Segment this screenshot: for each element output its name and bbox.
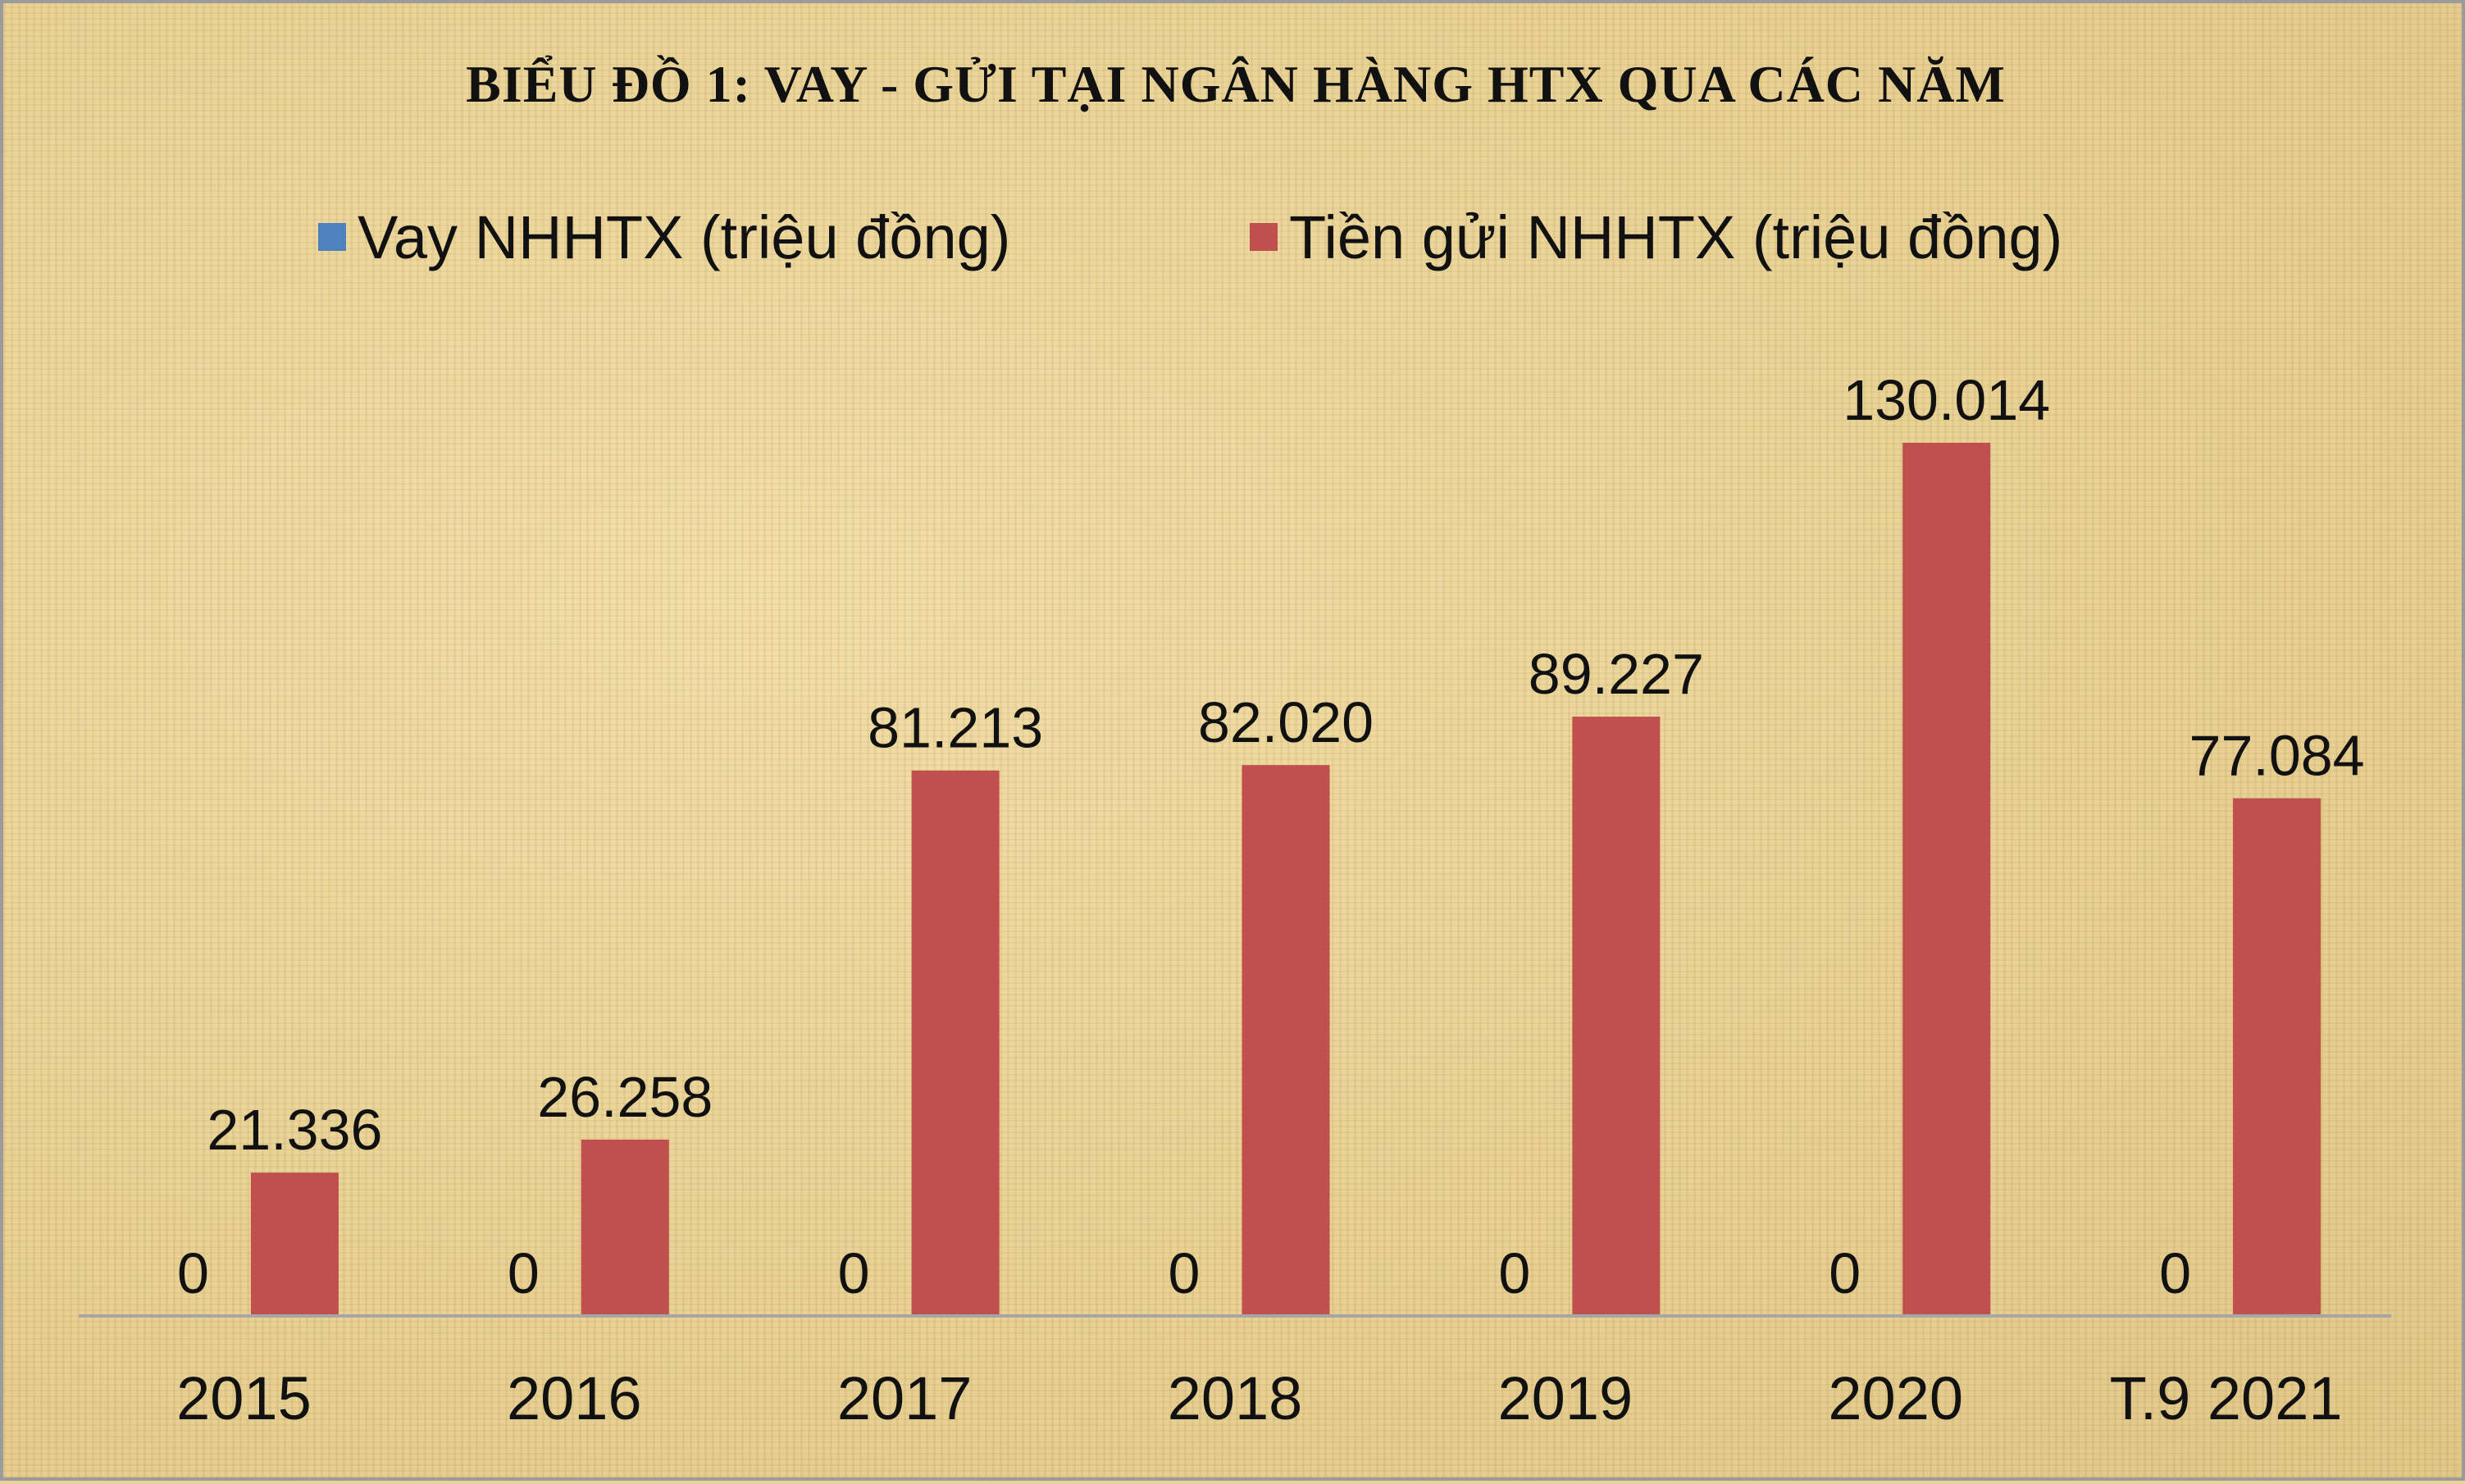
value-label-deposits-4: 89.227 [1529, 642, 1704, 706]
x-tick-label-4: 2019 [1498, 1364, 1633, 1432]
chart-title: BIỂU ĐỒ 1: VAY - GỬI TẠI NGÂN HÀNG HTX Q… [466, 55, 2006, 113]
legend: Vay NHHTX (triệu đồng) Tiền gửi NHHTX (t… [3, 200, 2465, 274]
value-label-loans-1: 0 [508, 1241, 540, 1305]
legend-item-loans: Vay NHHTX (triệu đồng) [318, 200, 1010, 274]
x-tick-label-0: 2015 [176, 1364, 312, 1432]
legend-swatch-loans [318, 223, 346, 251]
value-label-loans-3: 0 [1169, 1241, 1201, 1305]
value-label-deposits-3: 82.020 [1198, 690, 1374, 754]
x-tick-label-1: 2016 [507, 1364, 642, 1432]
bar-deposits-0 [250, 1172, 339, 1316]
legend-label-deposits: Tiền gửi NHHTX (triệu đồng) [1289, 203, 2063, 271]
bar-deposits-2 [911, 770, 1000, 1316]
legend-item-deposits: Tiền gửi NHHTX (triệu đồng) [1250, 200, 2062, 274]
value-label-loans-0: 0 [177, 1241, 209, 1305]
plot-area: 0 21.336 2015 0 26.258 2016 0 81.213 2017 0 82.020… [79, 368, 2391, 1432]
value-label-deposits-1: 26.258 [537, 1065, 713, 1129]
legend-swatch-deposits [1250, 223, 1278, 251]
x-tick-label-2: 2017 [837, 1364, 973, 1432]
x-tick-label-3: 2018 [1168, 1364, 1303, 1432]
value-label-deposits-2: 81.213 [868, 696, 1043, 760]
legend-label-loans: Vay NHHTX (triệu đồng) [358, 203, 1011, 271]
value-label-loans-6: 0 [2159, 1241, 2191, 1305]
value-label-loans-4: 0 [1498, 1241, 1530, 1305]
value-label-loans-2: 0 [838, 1241, 870, 1305]
bar-deposits-1 [581, 1139, 669, 1316]
bar-deposits-4 [1572, 717, 1661, 1316]
bar-deposits-5 [1902, 443, 1991, 1316]
x-tick-label-5: 2020 [1828, 1364, 1963, 1432]
bar-deposits-3 [1242, 765, 1330, 1316]
x-tick-label-6: T.9 2021 [2110, 1364, 2343, 1432]
value-label-deposits-5: 130.014 [1843, 368, 2050, 432]
value-label-deposits-6: 77.084 [2189, 724, 2365, 788]
value-label-loans-5: 0 [1829, 1241, 1861, 1305]
bar-deposits-6 [2233, 798, 2321, 1316]
value-label-deposits-0: 21.336 [207, 1098, 382, 1162]
